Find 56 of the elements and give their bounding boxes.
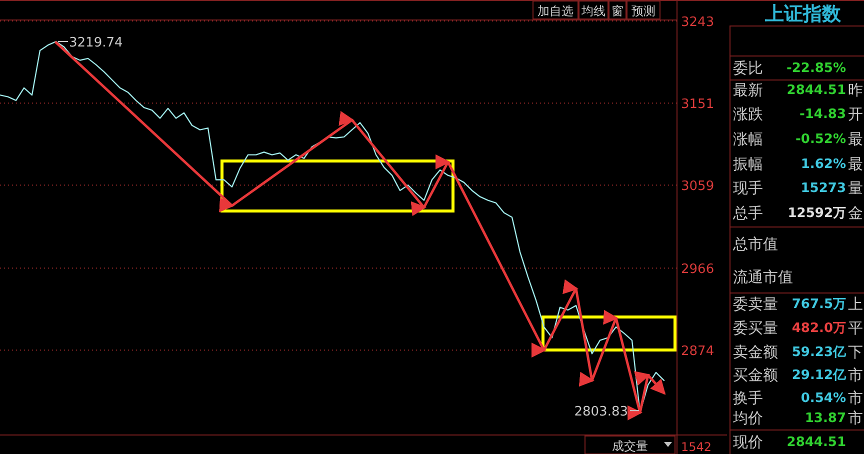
text: 下 [848, 343, 863, 361]
text: 加自选 [538, 4, 574, 18]
text: 换手 [733, 389, 763, 407]
text: 0.54% [800, 391, 846, 406]
annotation: 3219.74 [69, 36, 123, 51]
text: 委比 [733, 59, 763, 77]
text: 59.23亿 [792, 345, 847, 360]
text: 现手 [733, 179, 763, 197]
annotation: 2803.83 [574, 404, 628, 420]
text: 量 [848, 179, 863, 197]
text: 昨 [848, 81, 863, 99]
text: 窗 [612, 4, 624, 18]
text: 均价 [732, 409, 763, 427]
text: 均线 [580, 4, 606, 18]
text: 涨跌 [733, 105, 763, 123]
text: 卖金额 [733, 343, 778, 361]
text: 1.62% [800, 157, 846, 172]
text: 委买量 [733, 319, 778, 337]
text: 金 [848, 204, 863, 222]
text: 2844.51 [786, 83, 846, 98]
y-tick-label: 3151 [681, 97, 714, 112]
text: 市 [848, 389, 863, 407]
text: 平 [848, 319, 863, 337]
text: 482.0万 [792, 321, 846, 336]
text: 振幅 [733, 155, 763, 173]
text: 市 [848, 409, 863, 427]
text: -22.85% [786, 61, 846, 76]
text: 涨幅 [733, 130, 763, 148]
text: 买金额 [733, 366, 778, 384]
text: 总手 [732, 204, 763, 222]
text: 767.5万 [792, 297, 846, 312]
text: 最 [848, 155, 863, 173]
text: 最新 [733, 81, 763, 99]
text: 预测 [632, 4, 656, 18]
text: 成交量 [612, 439, 648, 453]
text: 13.87 [804, 411, 846, 426]
text: -14.83 [799, 107, 846, 122]
text: 12592万 [788, 206, 846, 221]
text: 15273 [800, 181, 846, 196]
text: 上 [848, 295, 863, 313]
text: 开 [848, 105, 863, 123]
text: 上证指数 [764, 3, 842, 25]
text: 市 [848, 366, 863, 384]
y-tick-label: 2874 [681, 344, 714, 360]
y-tick-label: 3243 [681, 15, 714, 30]
text: 1542 [681, 440, 712, 454]
text: 总市值 [732, 235, 778, 253]
text: -0.52% [796, 132, 846, 147]
text: 委卖量 [733, 295, 778, 313]
text: 29.12亿 [792, 368, 847, 383]
text: 流通市值 [733, 268, 793, 286]
y-tick-label: 3059 [681, 179, 714, 194]
text: 现价 [733, 433, 763, 451]
y-tick-label: 2966 [681, 262, 714, 278]
text: 2844.51 [786, 435, 846, 450]
text: 最 [848, 130, 863, 148]
